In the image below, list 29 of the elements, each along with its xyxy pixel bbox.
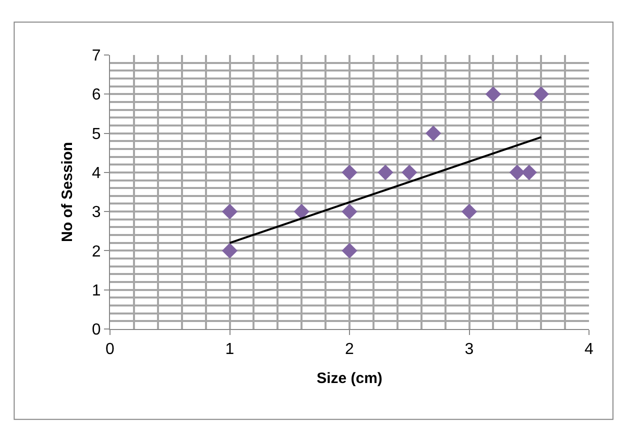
point [533, 86, 549, 102]
x-tick-label: 0 [106, 341, 115, 358]
x-tick-label: 1 [225, 341, 234, 358]
point [426, 125, 442, 142]
point [294, 204, 310, 220]
y-axis-title: No of Session [59, 142, 76, 242]
x-axis-title: Size (cm) [316, 370, 382, 388]
point [402, 164, 418, 180]
y-tick-label: 5 [92, 126, 101, 143]
point [461, 204, 478, 220]
point [222, 204, 238, 220]
y-tick-label: 0 [92, 322, 101, 339]
point [509, 164, 525, 180]
x-tick-label: 3 [464, 341, 474, 358]
x-tick-label: 4 [584, 341, 594, 358]
y-tick-label: 6 [92, 86, 101, 104]
point [342, 204, 358, 220]
point [521, 164, 537, 180]
x-tick-label: 2 [345, 341, 354, 358]
point [222, 242, 238, 259]
point [485, 86, 501, 102]
y-tick-label: 7 [92, 48, 101, 65]
point [342, 164, 358, 180]
y-tick-label: 3 [92, 204, 101, 222]
point [342, 242, 358, 259]
y-tick-label: 1 [92, 282, 101, 300]
y-tick-label: 2 [92, 243, 101, 260]
point [378, 164, 394, 180]
y-tick-label: 4 [92, 165, 101, 182]
